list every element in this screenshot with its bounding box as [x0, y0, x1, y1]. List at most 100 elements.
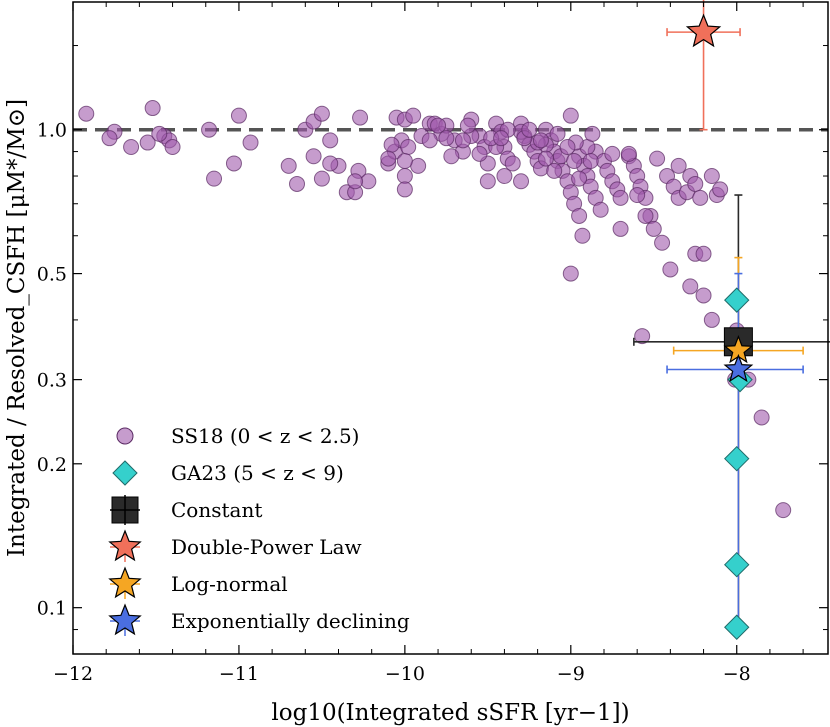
ss18-point [637, 207, 654, 224]
ss18-point [383, 136, 400, 153]
ss18-point [703, 311, 720, 328]
legend-item: Log-normal [108, 566, 288, 599]
ss18-point [396, 181, 413, 198]
legend-label: Double-Power Law [171, 535, 362, 559]
x-axis-label: log10(Integrated sSFR [yr−1]) [271, 700, 629, 726]
ss18-point [645, 220, 662, 237]
ss18-point [400, 139, 417, 156]
ss18-point [546, 162, 563, 179]
ga23-point [724, 551, 750, 578]
axes: −12 −11 −10 −9 −8 0.1 0.2 0.3 0.5 1.0 [37, 1, 829, 685]
ss18-point [322, 155, 339, 172]
ss18-point [703, 168, 720, 185]
ss18-point [562, 265, 579, 282]
legend: SS18 (0 < z < 2.5) GA23 (5 < z < 9) Consta… [108, 424, 410, 636]
ga23-point [724, 614, 750, 640]
ss18-point [654, 234, 671, 251]
ss18-point [692, 189, 709, 206]
legend-item: Constant [110, 495, 262, 525]
legend-label: SS18 (0 < z < 2.5) [171, 424, 359, 448]
ss18-point [695, 287, 712, 304]
plot-frame [72, 1, 829, 655]
ss18-point [430, 117, 447, 134]
ss18-point [352, 109, 369, 126]
ss18-point [612, 220, 629, 237]
y-tick-label: 0.3 [37, 370, 67, 392]
ss18-point [201, 121, 218, 138]
ss18-point [753, 409, 770, 426]
ss18-point [496, 168, 513, 185]
legend-item: Exponentially declining [108, 603, 410, 636]
dpl-point [685, 13, 722, 48]
ss18-point [360, 173, 377, 190]
legend-item: SS18 (0 < z < 2.5) [116, 424, 359, 448]
ss18-point [443, 148, 460, 165]
ss18-point [574, 227, 591, 244]
legend-item: GA23 (5 < z < 9) [112, 460, 344, 486]
y-tick-label: 0.2 [37, 454, 67, 476]
y-tick-label: 1.0 [37, 120, 67, 142]
ss18-point [549, 125, 566, 142]
ss18-point [604, 145, 621, 162]
legend-marker [112, 460, 138, 486]
ss18-point [513, 173, 530, 190]
x-tick-label: −8 [723, 663, 751, 685]
ss18-point [101, 130, 118, 147]
ga23-point [724, 445, 750, 472]
ss18-point [562, 107, 579, 124]
x-tick-label: −9 [557, 663, 585, 685]
x-tick-label: −11 [219, 663, 259, 685]
ss18-point [410, 157, 427, 174]
ss18-point [421, 132, 438, 149]
ss18-point [537, 150, 554, 167]
ss18-point [775, 502, 792, 519]
ss18-point [438, 130, 455, 147]
ss18-point [479, 173, 496, 190]
legend-label: Exponentially declining [171, 609, 410, 633]
ss18-point [571, 170, 588, 187]
ss18-point [620, 145, 637, 162]
ss18-point [670, 157, 687, 174]
ss18-point [347, 173, 364, 190]
legend-label: Constant [171, 498, 262, 522]
ss18-point [78, 105, 95, 122]
ss18-point [521, 121, 538, 138]
legend-marker [108, 566, 142, 599]
x-tick-label: −10 [385, 663, 425, 685]
ss18-point [471, 145, 488, 162]
ss18-point [242, 134, 259, 151]
ss18-point [662, 261, 679, 278]
ss18-point [206, 170, 223, 187]
y-tick-label: 0.1 [37, 598, 67, 620]
ss18-point [712, 181, 729, 198]
ss18-point [305, 148, 322, 165]
ss18-point [629, 187, 646, 204]
ss18-point [151, 125, 168, 142]
ga23-point [724, 287, 750, 313]
ss18-point [454, 132, 471, 149]
ss18-point [405, 107, 422, 124]
ss18-point [493, 130, 510, 147]
ss18-point [144, 100, 161, 117]
ss18-point [504, 155, 521, 172]
ss18-point [559, 139, 576, 156]
ss18-point [459, 117, 476, 134]
legend-label: GA23 (5 < z < 9) [171, 461, 344, 485]
ss18-point [313, 105, 330, 122]
expdec-point [723, 353, 754, 383]
ss18-point [396, 153, 413, 170]
ss18-point [289, 175, 306, 192]
ss18-point [634, 328, 651, 345]
ss18-point [649, 150, 666, 167]
ss18-point [592, 201, 609, 218]
ss18-point [566, 153, 583, 170]
ss18-point [695, 245, 712, 262]
ss18-point [322, 132, 339, 149]
legend-label: Log-normal [171, 572, 288, 596]
y-tick-label: 0.5 [37, 264, 67, 286]
ss18-point [139, 134, 156, 151]
ss18-point [582, 153, 599, 170]
ss18-point [571, 207, 588, 224]
ss18-point [230, 107, 247, 124]
legend-marker [108, 529, 142, 562]
